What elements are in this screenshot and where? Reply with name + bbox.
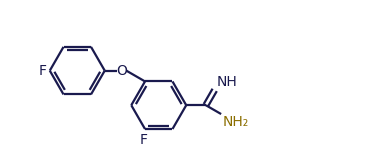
Text: NH₂: NH₂ xyxy=(223,115,249,129)
Text: NH: NH xyxy=(216,75,238,89)
Text: F: F xyxy=(140,133,148,147)
Text: O: O xyxy=(116,64,127,78)
Text: F: F xyxy=(39,64,47,78)
